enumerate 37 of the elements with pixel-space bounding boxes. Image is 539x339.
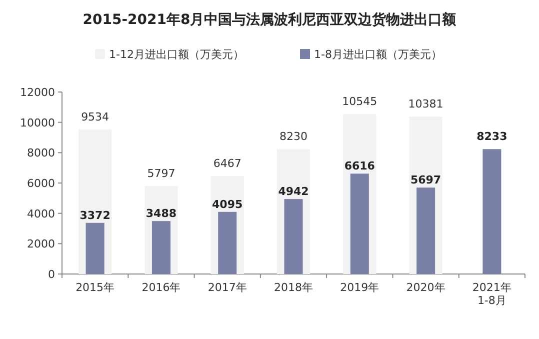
data-label: 4095 (212, 198, 243, 211)
data-label: 8230 (280, 130, 308, 144)
bar (284, 199, 303, 274)
data-label: 3488 (146, 207, 177, 220)
data-label: 6467 (213, 156, 242, 170)
y-tick-label: 10000 (20, 116, 55, 130)
data-label: 9534 (81, 110, 110, 124)
bar (482, 149, 502, 274)
x-tick-label: 2020年 (406, 281, 446, 294)
data-label: 5797 (147, 167, 176, 180)
x-tick-label: 2016年 (142, 281, 181, 294)
data-label: 4942 (278, 185, 309, 198)
x-tick-label: 2018年 (274, 281, 313, 294)
x-tick-label: 2019年 (340, 281, 380, 294)
x-tick-label: 2021年 1-8月 (472, 281, 512, 308)
data-label: 5697 (410, 174, 442, 187)
bar (218, 212, 237, 274)
x-tick-label: 2017年 (208, 281, 247, 294)
data-label: 10545 (342, 95, 378, 108)
x-tick-label: 2015年 (76, 281, 115, 294)
bar (350, 174, 369, 274)
y-tick-label: 8000 (27, 146, 55, 160)
y-tick-label: 6000 (27, 177, 55, 190)
chart-title: 2015-2021年8月中国与法属波利尼西亚双边货物进出口额 (82, 11, 458, 28)
legend-label: 1-12月进出口额（万美元） (109, 48, 244, 61)
bar (152, 221, 170, 274)
legend-label: 1-8月进出口额（万美元） (314, 48, 442, 61)
bar (86, 222, 104, 274)
data-label: 3372 (80, 208, 110, 222)
y-tick-label: 0 (48, 268, 55, 281)
y-tick-label: 2000 (27, 238, 55, 251)
data-label: 8233 (476, 130, 508, 144)
y-tick-label: 4000 (27, 207, 55, 220)
bar (416, 188, 436, 274)
data-label: 6616 (344, 160, 376, 173)
data-label: 10381 (408, 98, 444, 111)
y-tick-label: 12000 (20, 86, 55, 99)
